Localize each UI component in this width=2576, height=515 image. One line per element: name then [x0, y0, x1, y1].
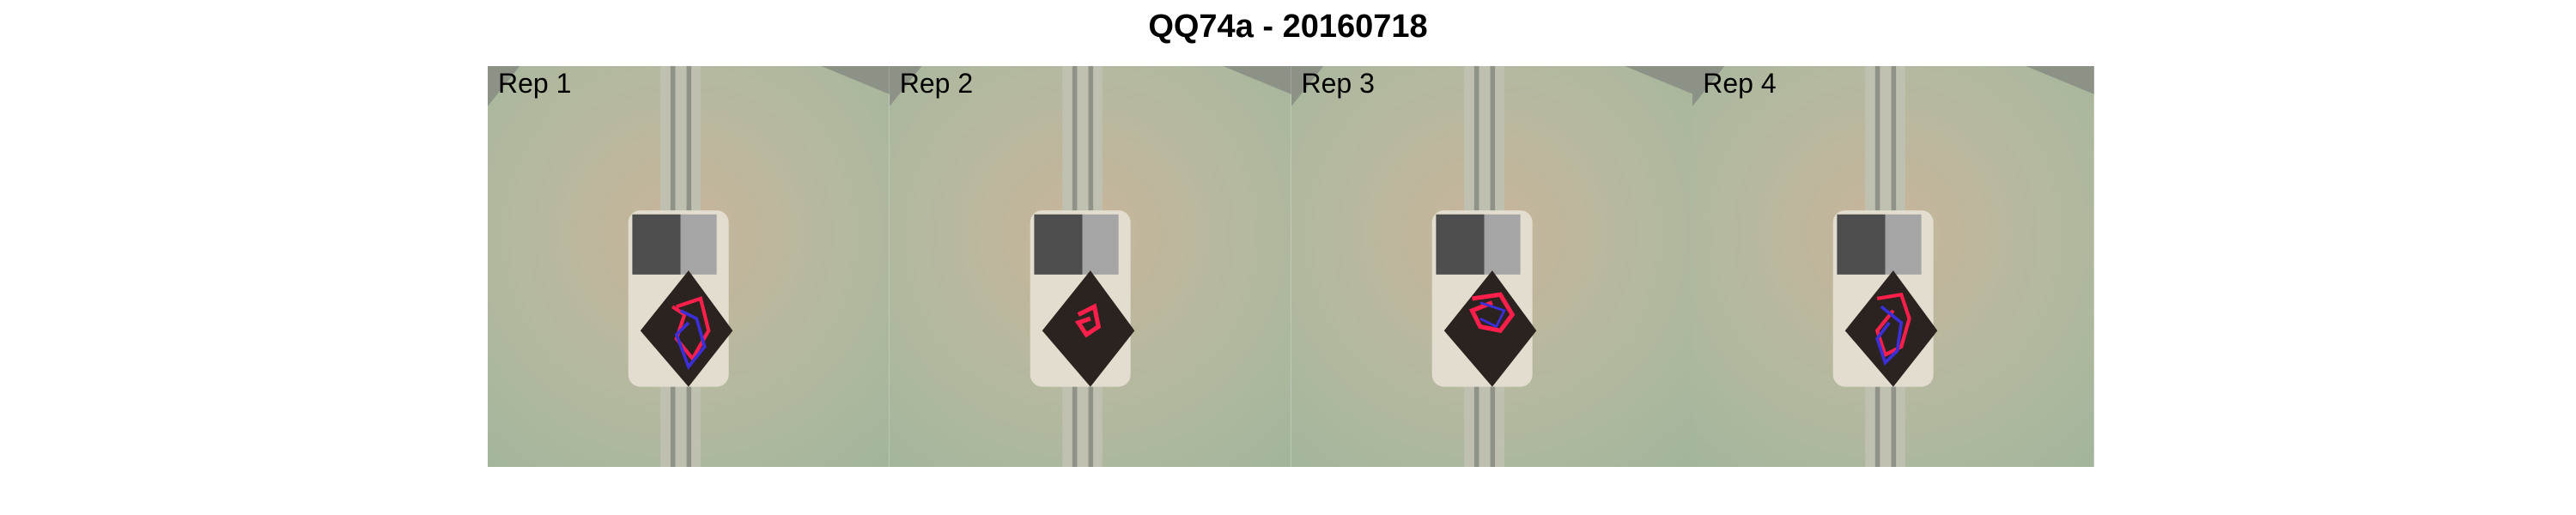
- calibration-square-light: [1484, 214, 1521, 275]
- calibration-square-dark: [1034, 214, 1083, 275]
- panel-label: Rep 3: [1301, 68, 1375, 99]
- trajectory-trace-blue: [674, 309, 707, 370]
- trajectory-trace-red: [671, 296, 711, 362]
- arena-photo: [488, 66, 890, 467]
- arena-photo: [1692, 66, 2094, 467]
- soil-pot: [1042, 270, 1135, 387]
- image-panel-row: Rep 1 Rep 2: [488, 66, 2094, 467]
- soil-pot: [1844, 270, 1938, 387]
- arena-photo: [889, 66, 1291, 467]
- soil-pot: [640, 270, 733, 387]
- panel-label: Rep 1: [498, 68, 572, 99]
- calibration-square-dark: [1837, 214, 1886, 275]
- calibration-square-light: [1082, 214, 1119, 275]
- trajectory-trace-red: [1468, 292, 1515, 334]
- trajectory-trace-red: [1875, 292, 1912, 358]
- image-panel-rep-4: Rep 4: [1692, 66, 2094, 467]
- trajectory-trace-red: [1074, 303, 1101, 338]
- arena-photo: [1291, 66, 1693, 467]
- calibration-square-light: [1885, 214, 1922, 275]
- image-panel-rep-2: Rep 2: [889, 66, 1291, 467]
- calibration-square-light: [680, 214, 717, 275]
- panel-label: Rep 4: [1703, 68, 1777, 99]
- trajectory-trace-blue: [1875, 305, 1904, 367]
- calibration-square-dark: [1435, 214, 1485, 275]
- calibration-square-dark: [632, 214, 681, 275]
- panel-label: Rep 2: [899, 68, 974, 99]
- image-panel-rep-1: Rep 1: [488, 66, 890, 467]
- trajectory-trace-blue: [1479, 301, 1506, 329]
- figure-title: QQ74a - 20160718: [1148, 9, 1428, 45]
- image-panel-rep-3: Rep 3: [1291, 66, 1693, 467]
